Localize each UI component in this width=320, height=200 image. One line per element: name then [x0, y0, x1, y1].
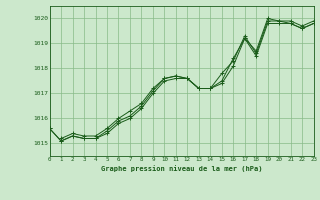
X-axis label: Graphe pression niveau de la mer (hPa): Graphe pression niveau de la mer (hPa) [101, 165, 262, 172]
